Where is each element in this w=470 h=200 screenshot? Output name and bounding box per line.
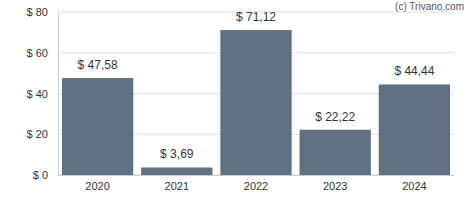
x-tick: 2021 xyxy=(165,175,189,192)
y-tick-label: $ 60 xyxy=(27,47,48,59)
data-label: $ 47,58 xyxy=(78,58,118,72)
y-axis-line xyxy=(58,13,59,176)
y-tick: $ 80 xyxy=(27,6,58,18)
bar xyxy=(62,78,133,175)
x-tick-label: 2020 xyxy=(85,180,109,192)
y-tick: $ 20 xyxy=(27,128,58,140)
x-tick-label: 2024 xyxy=(402,180,426,192)
x-tick: 2024 xyxy=(402,175,426,192)
bar xyxy=(300,130,371,175)
bars xyxy=(62,30,450,175)
data-label: $ 22,22 xyxy=(315,110,355,124)
x-tick-label: 2023 xyxy=(323,180,347,192)
data-label: $ 71,12 xyxy=(236,10,276,24)
x-tick: 2020 xyxy=(85,175,109,192)
y-axis: $ 0 $ 20 $ 40 $ 60 $ 80 xyxy=(27,6,59,181)
y-tick-label: $ 0 xyxy=(33,169,48,181)
y-tick: $ 40 xyxy=(27,88,58,100)
data-label: $ 3,69 xyxy=(160,147,194,161)
bar xyxy=(141,167,212,175)
x-axis-line xyxy=(59,175,455,176)
grid xyxy=(58,12,454,175)
x-tick: 2022 xyxy=(244,175,268,192)
data-labels: $ 47,58 $ 3,69 $ 71,12 $ 22,22 $ 44,44 xyxy=(78,10,435,161)
y-tick-label: $ 20 xyxy=(27,128,48,140)
y-tick: $ 0 xyxy=(33,169,58,181)
annotation: (c) Trivano.com xyxy=(395,1,464,12)
x-axis: 2020 2021 2022 2023 2024 xyxy=(59,175,455,192)
y-tick: $ 60 xyxy=(27,47,58,59)
bar xyxy=(379,84,450,175)
x-tick-label: 2022 xyxy=(244,180,268,192)
x-tick-label: 2021 xyxy=(165,180,189,192)
x-tick: 2023 xyxy=(323,175,347,192)
chart: $ 0 $ 20 $ 40 $ 60 $ 80 2020 2021 2022 2023 2024 $… xyxy=(0,0,470,200)
plot: $ 0 $ 20 $ 40 $ 60 $ 80 2020 2021 2022 2023 2024 $… xyxy=(27,6,455,192)
y-tick-label: $ 80 xyxy=(27,6,48,18)
data-label: $ 44,44 xyxy=(394,64,434,78)
y-tick-label: $ 40 xyxy=(27,88,48,100)
bar xyxy=(220,30,291,175)
